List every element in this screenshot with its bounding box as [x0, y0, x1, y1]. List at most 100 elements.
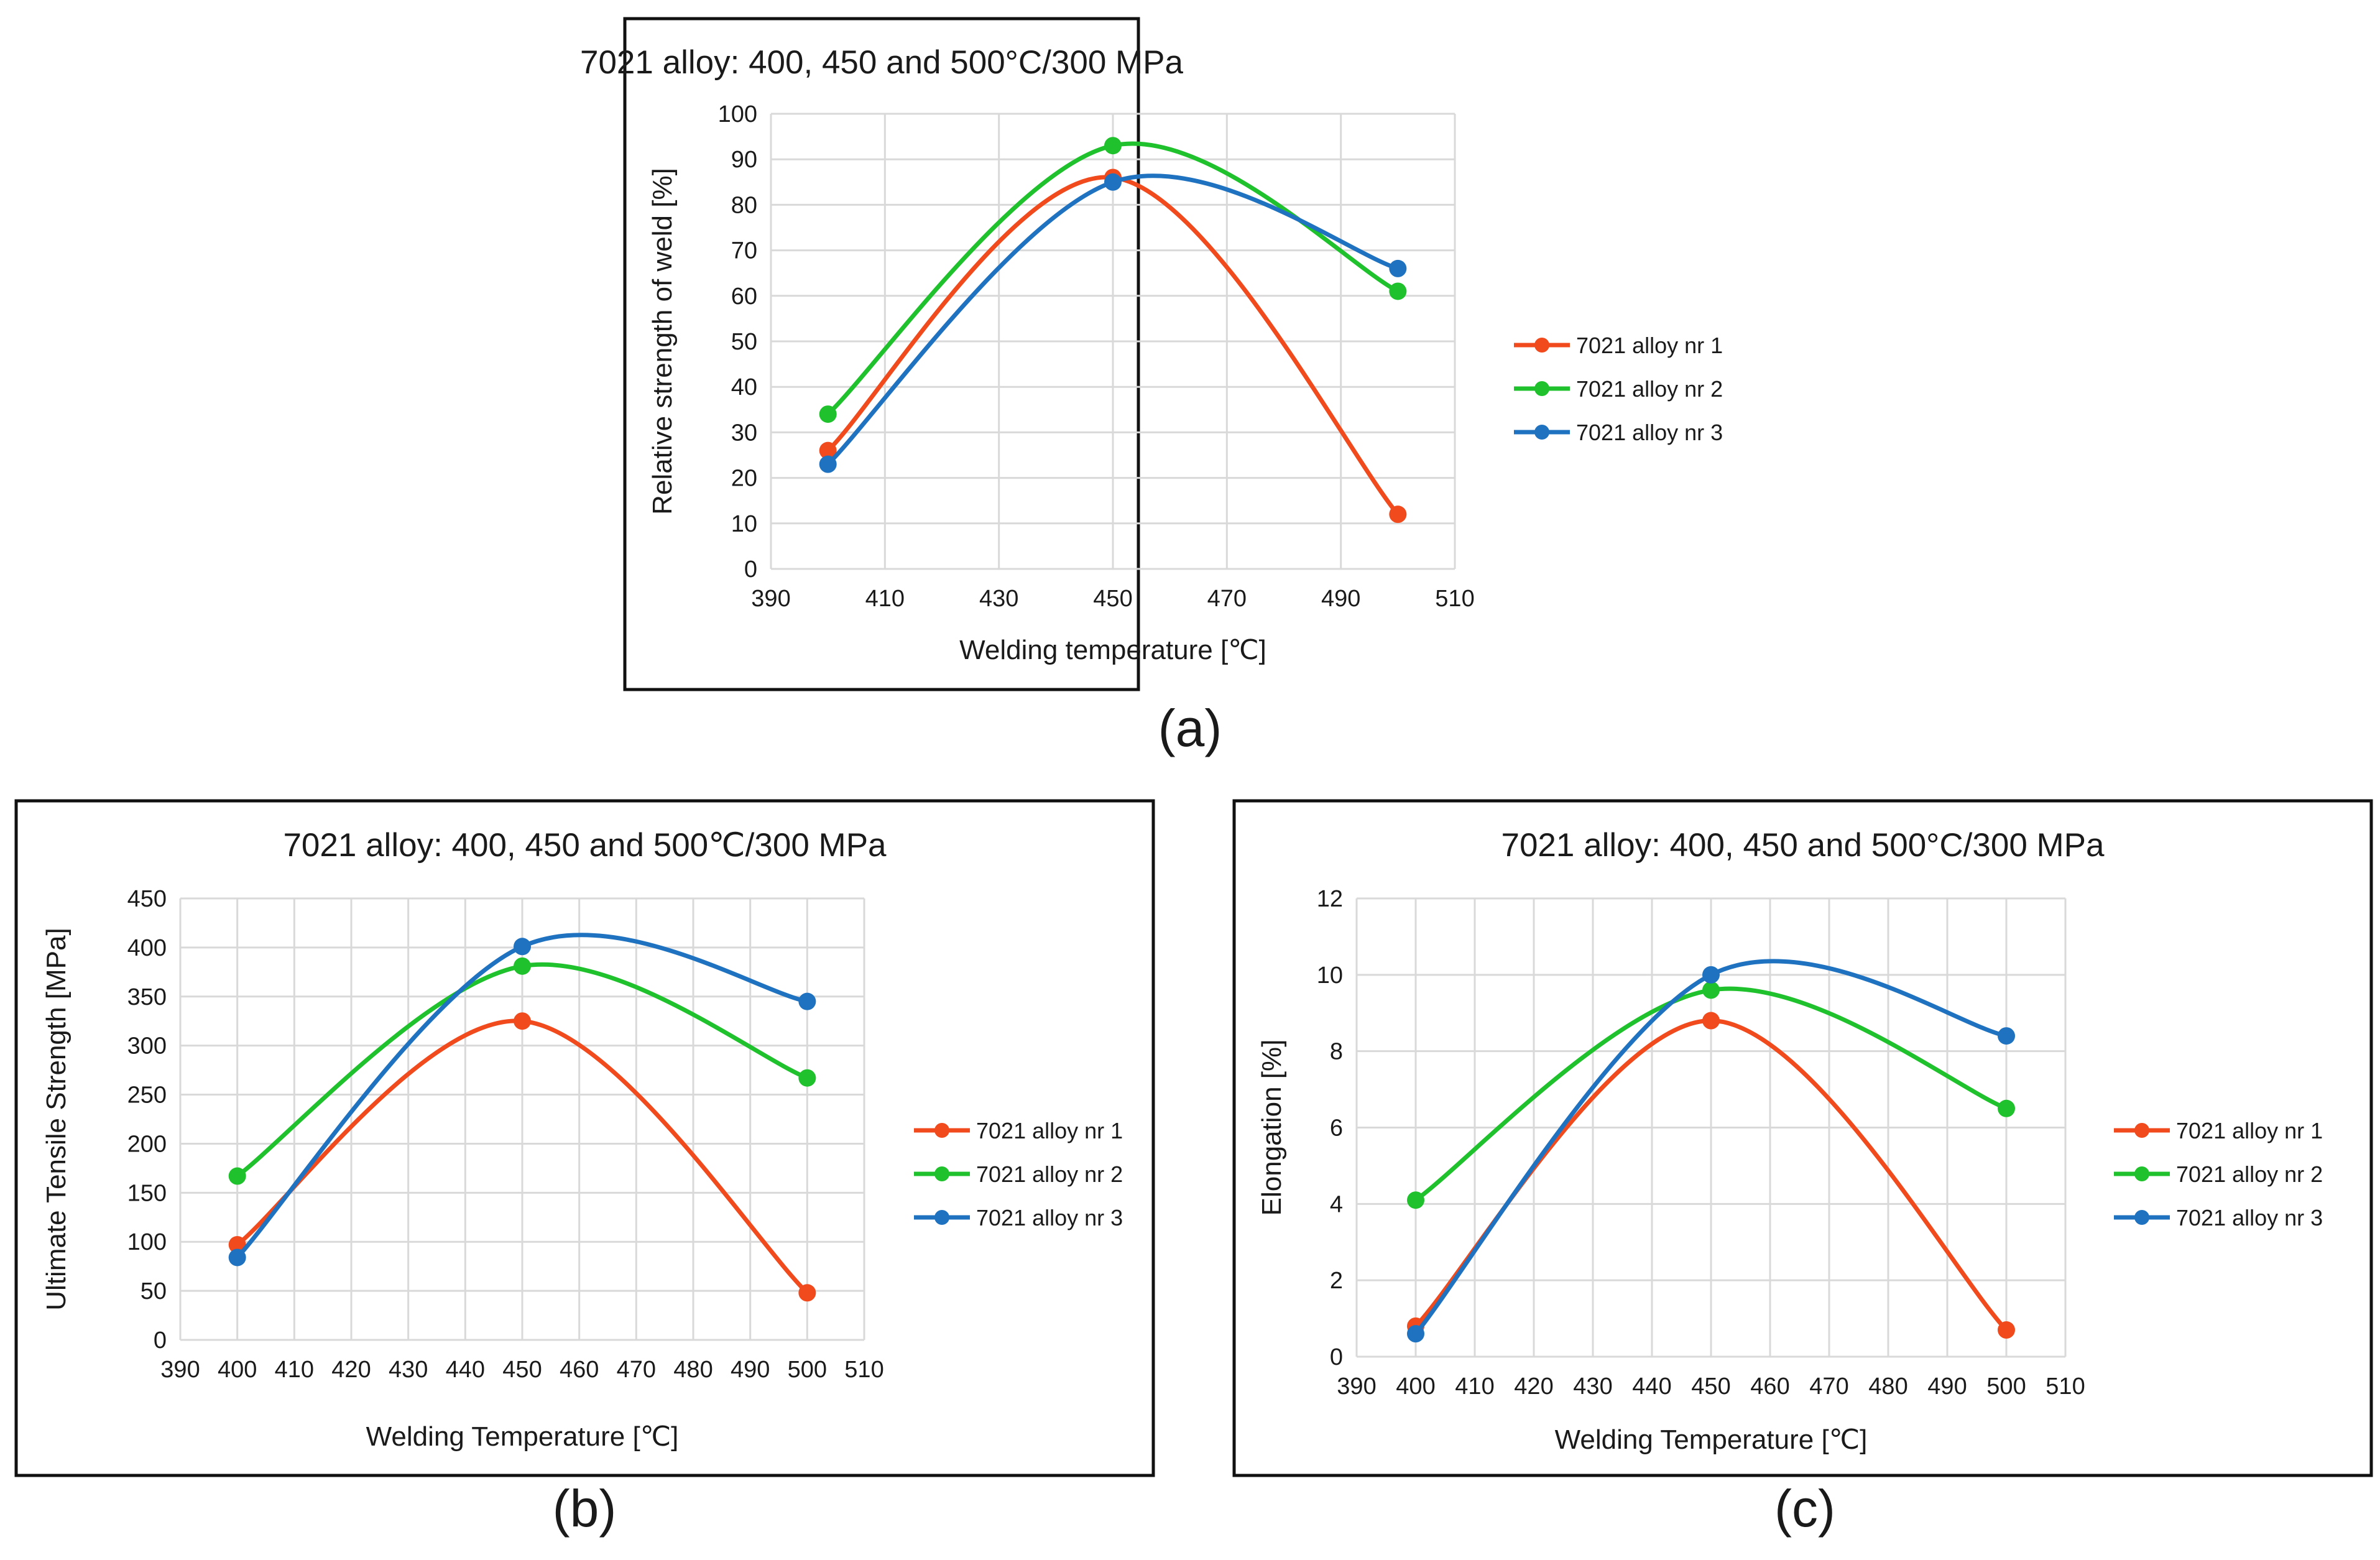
chart-c-data-point	[1702, 966, 1720, 984]
chart-a-data-point	[819, 455, 837, 473]
chart-c-legend-label: 7021 alloy nr 3	[2176, 1205, 2323, 1230]
chart-c-xlabel: Welding Temperature [℃]	[1555, 1424, 1868, 1455]
chart-b-ytick-label: 200	[127, 1131, 167, 1157]
chart-b-xtick-label: 410	[275, 1357, 314, 1383]
chart-c-xtick-label: 490	[1927, 1373, 1967, 1400]
chart-b-xtick-label: 430	[389, 1357, 428, 1383]
chart-c-xtick-label: 390	[1337, 1373, 1376, 1400]
chart-a-ytick-label: 90	[731, 147, 757, 173]
chart-a-legend-marker	[1534, 381, 1549, 396]
chart-c-ytick-label: 12	[1317, 886, 1343, 912]
chart-c-legend-marker	[2134, 1210, 2149, 1225]
chart-b-data-point	[514, 957, 531, 975]
chart-c: 390 400 410 420 430 440 450 460 470 480 490 500 5100…	[1232, 799, 2373, 1477]
chart-a-legend-marker	[1534, 425, 1549, 440]
chart-c-data-point	[1998, 1321, 2015, 1339]
chart-b-data-point	[228, 1248, 246, 1267]
chart-b-ylabel: Ultimate Tensile Strength [MPa]	[41, 928, 71, 1310]
chart-c-data-point	[1702, 1012, 1720, 1030]
chart-b-legend-label: 7021 alloy nr 3	[976, 1205, 1123, 1230]
chart-a-ytick-label: 100	[718, 101, 757, 127]
chart-a-legend-label: 7021 alloy nr 1	[1576, 333, 1723, 358]
chart-a-ytick-label: 20	[731, 466, 757, 492]
chart-c-xtick-label: 410	[1455, 1373, 1494, 1400]
chart-b-xtick-label: 510	[844, 1357, 883, 1383]
chart-c-legend-label: 7021 alloy nr 2	[2176, 1161, 2323, 1187]
chart-b-series-line	[235, 933, 809, 1260]
chart-c-ytick-label: 2	[1330, 1268, 1343, 1294]
chart-c-ylabel: Elongation [%]	[1257, 1040, 1287, 1216]
chart-a-ytick-label: 40	[731, 374, 757, 400]
chart-b-xtick-label: 490	[731, 1357, 770, 1383]
chart-b-legend-marker	[934, 1210, 949, 1225]
chart-c-frame	[1232, 799, 2373, 1477]
chart-a-xtick-label: 410	[865, 586, 905, 612]
chart-a-data-point	[1104, 137, 1122, 155]
chart-b-frame	[14, 799, 1155, 1477]
chart-a-xtick-label: 430	[979, 586, 1018, 612]
chart-a-title: 7021 alloy: 400, 450 and 500°C/300 MPa	[580, 44, 1184, 81]
chart-b-ytick-label: 100	[127, 1229, 167, 1255]
chart-b-ytick-label: 400	[127, 935, 167, 961]
chart-b-data-point	[228, 1167, 246, 1185]
chart-b-ytick-label: 300	[127, 1033, 167, 1059]
chart-b-xtick-label: 460	[560, 1357, 599, 1383]
chart-c-data-point	[1407, 1325, 1424, 1343]
chart-b-xtick-label: 420	[331, 1357, 371, 1383]
chart-a-data-point	[1104, 173, 1122, 191]
chart-b-data-point	[798, 992, 816, 1010]
chart-b-ytick-label: 450	[127, 886, 167, 912]
chart-b-ytick-label: 350	[127, 984, 167, 1010]
chart-a-ytick-label: 80	[731, 192, 757, 218]
chart-a-legend-marker	[1534, 338, 1549, 353]
chart-a-ytick-label: 0	[744, 556, 757, 583]
chart-c-ytick-label: 4	[1330, 1191, 1343, 1217]
chart-c-ytick-label: 6	[1330, 1115, 1343, 1142]
chart-c-xtick-label: 400	[1396, 1373, 1435, 1400]
chart-b-legend-marker	[934, 1166, 949, 1181]
chart-a-data-point	[1389, 282, 1407, 300]
caption-a: (a)	[1158, 699, 1222, 757]
chart-b-data-point	[798, 1069, 816, 1087]
chart-c-data-point	[1702, 981, 1720, 999]
chart-c-xtick-label: 450	[1691, 1373, 1730, 1400]
chart-b-xtick-label: 470	[617, 1357, 656, 1383]
chart-c-data-point	[1998, 1027, 2015, 1045]
chart-b-legend-marker	[934, 1123, 949, 1138]
chart-a-ytick-label: 60	[731, 284, 757, 310]
chart-a-xtick-label: 390	[751, 586, 790, 612]
chart-a-data-point	[1389, 505, 1407, 524]
caption-c: (c)	[1774, 1479, 1835, 1538]
chart-b-xtick-label: 440	[446, 1357, 485, 1383]
chart-c-xtick-label: 500	[1986, 1373, 2026, 1400]
chart-c-legend-label: 7021 alloy nr 1	[2176, 1118, 2323, 1143]
chart-c-title: 7021 alloy: 400, 450 and 500°C/300 MPa	[1501, 827, 2105, 864]
chart-a-xlabel: Welding temperature [℃]	[959, 635, 1266, 665]
chart-a-data-point	[1389, 259, 1407, 277]
chart-b-xtick-label: 450	[502, 1357, 542, 1383]
chart-a-xtick-label: 450	[1093, 586, 1132, 612]
chart-b: 390 400 410 420 430 440 450 460 470 480 490 500 510 0…	[14, 799, 1155, 1477]
chart-c-series-line	[1413, 959, 2009, 1336]
chart-b-xtick-label: 480	[673, 1357, 713, 1383]
chart-a-xtick-label: 470	[1207, 586, 1247, 612]
caption-b: (b)	[553, 1479, 617, 1538]
chart-b-xtick-label: 390	[160, 1357, 200, 1383]
chart-b-legend-label: 7021 alloy nr 2	[976, 1161, 1123, 1187]
chart-c-xtick-label: 480	[1868, 1373, 1907, 1400]
chart-a-ylabel: Relative strength of weld [%]	[647, 168, 678, 515]
chart-c-xtick-label: 420	[1514, 1373, 1553, 1400]
chart-a-ytick-label: 10	[731, 511, 757, 537]
chart-a-xtick-label: 510	[1435, 586, 1474, 612]
chart-b-ytick-label: 250	[127, 1082, 167, 1109]
chart-c-xtick-label: 470	[1809, 1373, 1848, 1400]
chart-c-ytick-label: 0	[1330, 1344, 1343, 1370]
chart-c-xtick-label: 430	[1573, 1373, 1612, 1400]
chart-a: 390 410 430 450 470 490 510 0 10 20 30 40 50 60 70 80 90…	[580, 17, 1723, 691]
chart-b-ytick-label: 50	[141, 1278, 167, 1304]
chart-a-legend-label: 7021 alloy nr 2	[1576, 376, 1723, 402]
chart-c-data-point	[1407, 1191, 1424, 1209]
chart-b-xtick-label: 400	[218, 1357, 257, 1383]
chart-b-data-point	[798, 1284, 816, 1302]
